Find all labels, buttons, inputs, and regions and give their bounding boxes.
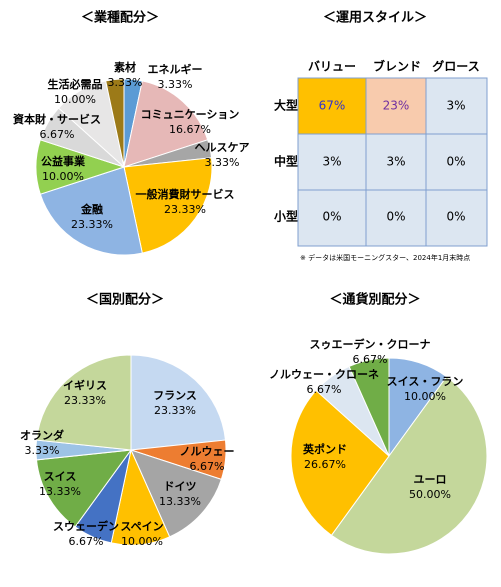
pie-slice — [130, 449, 222, 538]
cell — [365, 189, 427, 247]
row-header: 大型 — [274, 98, 298, 113]
slice-label: フランス — [153, 389, 197, 402]
slice-label: エネルギー — [148, 62, 203, 76]
slice-value-label: 10.00% — [42, 170, 84, 183]
note: ※ データは米国モーニングスター、2024年1月末時点 — [300, 253, 470, 262]
slice-value-label: 3.33% — [108, 76, 143, 89]
slice-label: ヘルスケア — [195, 141, 250, 154]
slice-value-label: 6.67% — [353, 353, 388, 366]
slice-value-label: 3.33% — [205, 156, 240, 169]
pie-slice — [348, 357, 390, 457]
cell-value: 0% — [386, 210, 405, 224]
slice-value-label: 6.67% — [307, 383, 342, 396]
slice-label: 英ポンド — [302, 442, 347, 456]
slice-value-label: 23.33% — [164, 203, 206, 216]
cell-value: 3% — [446, 99, 465, 113]
slice-label: ドイツ — [164, 480, 197, 493]
slice-value-label: 16.67% — [169, 123, 211, 136]
slice-value-label: 10.00% — [54, 93, 96, 106]
slice-value-label: 10.00% — [404, 390, 446, 403]
slice-value-label: 3.33% — [25, 444, 60, 457]
slice-label: イギリス — [63, 378, 107, 392]
row-header: 小型 — [274, 209, 298, 224]
style-box: ＜運用スタイル＞ バリュー ブレンド グロース 大型 中型 小型 67% 23%… — [274, 11, 488, 262]
column-header: グロース — [432, 59, 479, 74]
pie-slice — [123, 80, 209, 168]
pie-slice — [123, 157, 213, 254]
slice-value-label: 3.33% — [158, 78, 193, 91]
slice-value-label: 10.00% — [121, 535, 163, 548]
pie-slice — [35, 449, 133, 528]
cell-value: 0% — [446, 155, 465, 169]
slice-label: ノルウェー・クローネ — [269, 368, 379, 381]
slice-label: オランダ — [20, 428, 64, 442]
slice-value-label: 13.33% — [39, 485, 81, 498]
cell-value: 3% — [386, 155, 405, 169]
cell — [365, 77, 427, 135]
pie-slice — [130, 354, 227, 451]
pie-slice — [39, 166, 143, 256]
slice-value-label: 6.67% — [40, 128, 75, 141]
chart-title: ＜通貨別配分＞ — [329, 292, 420, 308]
slice-label: スゥエーデン・クローナ — [310, 337, 431, 351]
cell — [425, 189, 488, 247]
slice-label: 一般消費財サービス — [136, 187, 235, 201]
cell-value: 23% — [383, 99, 410, 113]
slice-label: スイス・フラン — [387, 375, 464, 388]
slice-label: 資本財・サービス — [13, 112, 101, 126]
slice-label: 生活必需品 — [48, 77, 103, 91]
cell — [425, 77, 488, 135]
slice-label: 金融 — [80, 202, 103, 216]
column-header: ブレンド — [373, 59, 421, 74]
row-header: 中型 — [274, 154, 298, 169]
slice-label: スペイン — [120, 520, 163, 533]
slice-label: 素材 — [114, 60, 136, 74]
slice-label: ノルウェー — [180, 445, 235, 458]
style-box-title: ＜運用スタイル＞ — [323, 11, 427, 26]
cell-value: 3% — [322, 155, 341, 169]
slice-label: スイス — [44, 470, 77, 483]
slice-value-label: 26.67% — [304, 458, 346, 471]
cell-value: 0% — [322, 210, 341, 224]
cell — [297, 77, 367, 135]
pie-slice — [330, 376, 488, 555]
slice-value-label: 23.33% — [71, 218, 113, 231]
pie-slice — [35, 354, 132, 451]
slice-value-label: 6.67% — [190, 460, 225, 473]
slice-value-label: 50.00% — [409, 488, 451, 501]
column-header: バリュー — [308, 60, 356, 74]
slice-label: スウェーデン — [53, 519, 119, 533]
slice-label: 公益事業 — [41, 154, 86, 168]
cell-value: 0% — [446, 210, 465, 224]
slice-value-label: 23.33% — [64, 394, 106, 407]
chart-title: ＜国別配分＞ — [86, 292, 164, 308]
slice-label: ユーロ — [414, 473, 447, 486]
slice-value-label: 6.67% — [69, 535, 104, 548]
pie-slice — [105, 78, 125, 168]
cell-value: 67% — [319, 99, 346, 113]
chart-title: ＜業種配分＞ — [81, 10, 159, 26]
slice-value-label: 13.33% — [159, 495, 201, 508]
cell — [425, 133, 488, 191]
pie-slice — [290, 389, 390, 537]
slice-label: コミュニケーション — [141, 108, 240, 121]
slice-value-label: 23.33% — [154, 404, 196, 417]
cell — [297, 189, 367, 247]
